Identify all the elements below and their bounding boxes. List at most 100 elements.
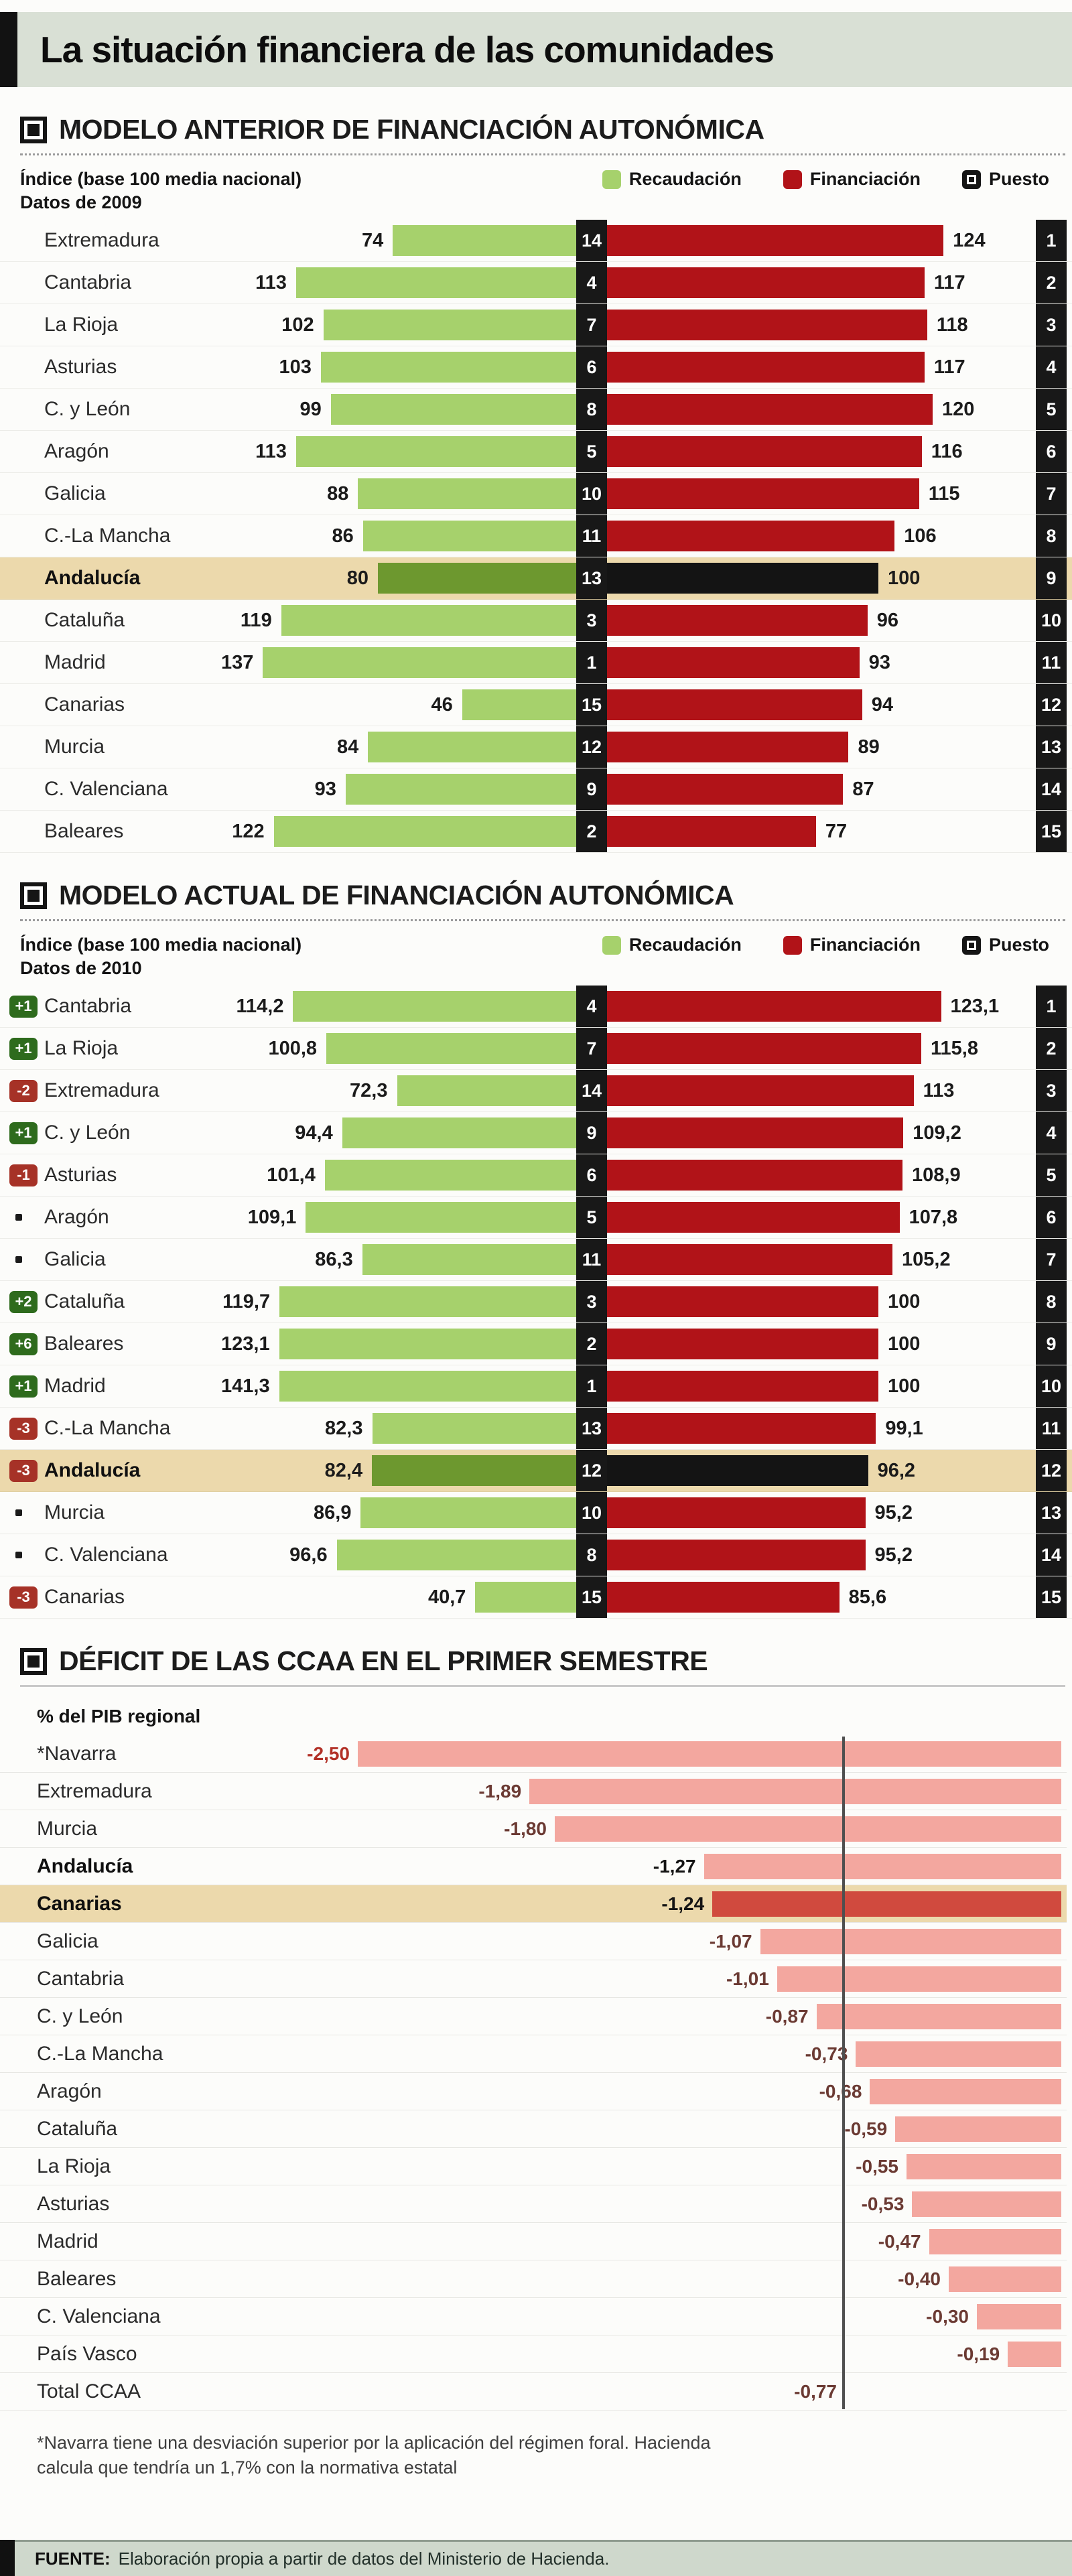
recaudacion-bar-area: 82,3: [221, 1408, 576, 1449]
recaudacion-value: 113: [255, 440, 287, 462]
deficit-bar-area: -0,73: [305, 2041, 1061, 2067]
section-header: MODELO ACTUAL DE FINANCIACIÓN AUTONÓMICA: [20, 880, 1065, 921]
rank-change-chip: +1: [9, 1037, 38, 1060]
rank-change-chip: +1: [9, 995, 38, 1018]
deficit-value: -0,59: [844, 2118, 888, 2139]
fuente-text: Elaboración propia a partir de datos del…: [118, 2549, 610, 2569]
recaudacion-bar: [293, 991, 576, 1022]
recaudacion-value: 102: [281, 314, 314, 336]
region-label: Galicia: [44, 1248, 106, 1270]
deficit-bar-area: -0,59: [305, 2116, 1061, 2142]
recaudacion-bar-area: 86: [221, 515, 576, 557]
legend-recaudacion-label: Recaudación: [628, 935, 742, 955]
recaudacion-bar-area: 88: [221, 473, 576, 515]
financiacion-bar-area: 118: [607, 304, 1036, 346]
puesto-financiacion-chip: 8: [1036, 515, 1067, 557]
region-label: Murcia: [37, 1817, 98, 1840]
deficit-row: Galicia -1,07: [0, 1923, 1067, 1960]
legend-recaudacion-label: Recaudación: [628, 169, 742, 189]
deficit-bar-area: -0,40: [305, 2266, 1061, 2292]
rank-equal-icon: [15, 1214, 22, 1221]
rank-change-chip: -1: [9, 1164, 38, 1187]
chart-row: -2 Extremadura 72,3 14 113 3: [0, 1070, 1072, 1112]
financiacion-bar: [607, 1371, 878, 1402]
legend-puesto: Puesto: [961, 935, 1049, 955]
financiacion-bar: [607, 352, 925, 383]
financiacion-bar: [607, 310, 927, 340]
rank-change-cell: [9, 684, 44, 726]
deficit-row: *Navarra -2,50: [0, 1735, 1067, 1773]
deficit-value: -1,80: [504, 1818, 547, 1839]
financiacion-bar-area: 113: [607, 1070, 1036, 1111]
financiacion-bar-area: 95,2: [607, 1534, 1036, 1576]
rank-change-cell: [9, 811, 44, 852]
recaudacion-bar: [295, 267, 576, 298]
financiacion-bar: [607, 1582, 840, 1613]
rank-change-cell: +6: [9, 1323, 44, 1365]
legend-items: Recaudación Financiación Puesto: [602, 933, 1049, 955]
financiacion-value: 116: [931, 440, 963, 462]
recaudacion-value: 84: [336, 736, 359, 758]
deficit-bar-area: -0,19: [305, 2341, 1061, 2367]
financiacion-bar-area: 85,6: [607, 1576, 1036, 1618]
recaudacion-bar: [323, 310, 576, 340]
recaudacion-value: 109,1: [247, 1206, 297, 1228]
recaudacion-bar: [372, 1413, 576, 1444]
region-label: Madrid: [37, 2230, 98, 2252]
section-header: DÉFICIT DE LAS CCAA EN EL PRIMER SEMESTR…: [20, 1645, 1065, 1687]
deficit-value: -1,24: [661, 1893, 705, 1914]
recaudacion-value: 72,3: [350, 1079, 388, 1101]
recaudacion-value: 101,4: [267, 1164, 316, 1186]
deficit-value: -0,47: [878, 2230, 921, 2252]
deficit-bar: [555, 1816, 1061, 1842]
financiacion-value: 87: [852, 778, 874, 800]
deficit-row: Madrid -0,47: [0, 2223, 1067, 2260]
region-label: C. Valenciana: [44, 1544, 168, 1566]
chart-row: +2 Cataluña 119,7 3 100 8: [0, 1281, 1072, 1323]
chart-row: +6 Baleares 123,1 2 100 9: [0, 1323, 1072, 1365]
financiacion-bar: [607, 1286, 878, 1317]
index-base-label: Índice (base 100 media nacional): [20, 935, 302, 955]
chart-row: Extremadura 74 14 124 1: [0, 220, 1072, 262]
fuente-label: FUENTE:: [35, 2549, 111, 2569]
deficit-value: -0,19: [957, 2343, 1000, 2364]
financiacion-bar-area: 87: [607, 768, 1036, 810]
region-label: Canarias: [44, 1586, 125, 1608]
recaudacion-bar-area: 84: [221, 726, 576, 768]
financiacion-bar: [607, 732, 849, 762]
region-label: Andalucía: [44, 567, 141, 589]
financiacion-bar-area: 93: [607, 642, 1036, 683]
puesto-recaudacion-chip: 7: [576, 304, 607, 346]
recaudacion-bar: [326, 1033, 576, 1064]
rank-change-cell: [9, 1239, 44, 1280]
financiacion-bar-area: 117: [607, 346, 1036, 388]
puesto-financiacion-chip: 10: [1036, 600, 1067, 641]
deficit-row: Andalucía -1,27: [0, 1848, 1067, 1885]
recaudacion-bar-area: 123,1: [221, 1323, 576, 1365]
rank-change-cell: +1: [9, 986, 44, 1027]
deficit-row: Cantabria -1,01: [0, 1960, 1067, 1998]
financiacion-bar: [607, 1497, 866, 1528]
rank-change-cell: [9, 515, 44, 557]
financiacion-bar-area: 106: [607, 515, 1036, 557]
chart-row: La Rioja 102 7 118 3: [0, 304, 1072, 346]
region-label: Aragón: [44, 440, 109, 462]
rank-change-chip: +6: [9, 1333, 38, 1355]
legend-puesto-label: Puesto: [988, 935, 1049, 955]
puesto-financiacion-chip: 6: [1036, 1197, 1067, 1238]
financiacion-bar: [607, 478, 919, 509]
puesto-recaudacion-chip: 5: [576, 431, 607, 472]
chart-row: +1 Madrid 141,3 1 100 10: [0, 1365, 1072, 1408]
financiacion-bar-area: 94: [607, 684, 1036, 726]
recaudacion-value: 80: [346, 567, 368, 589]
financiacion-bar-area: 100: [607, 557, 1036, 599]
financiacion-bar-area: 115,8: [607, 1028, 1036, 1069]
recaudacion-bar: [324, 1160, 576, 1191]
rank-change-cell: -3: [9, 1408, 44, 1449]
puesto-financiacion-chip: 15: [1036, 811, 1067, 852]
recaudacion-bar: [368, 732, 576, 762]
deficit-bar: [760, 1928, 1061, 1954]
region-label: C.-La Mancha: [37, 2042, 163, 2065]
recaudacion-bar-area: 141,3: [221, 1365, 576, 1407]
deficit-bar: [907, 2153, 1061, 2179]
